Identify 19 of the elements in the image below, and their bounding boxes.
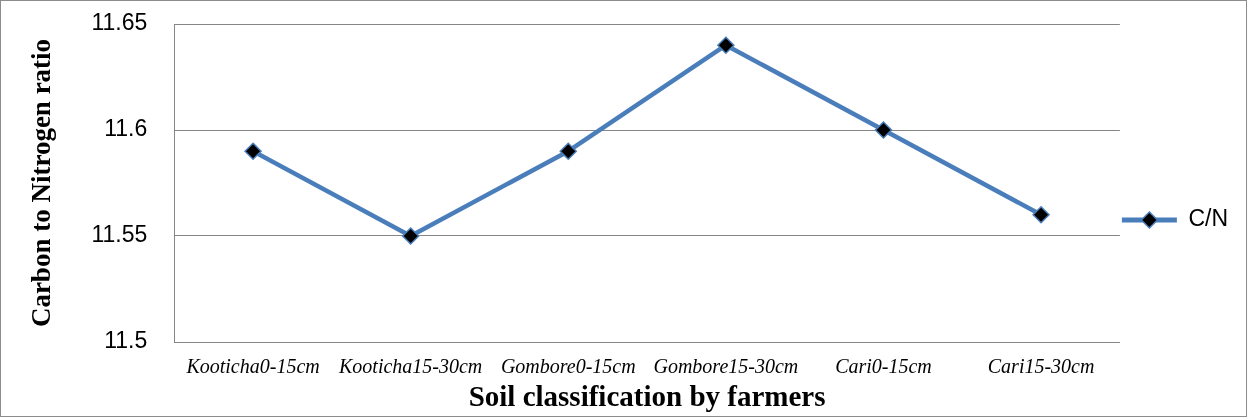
- point: [559, 142, 578, 160]
- legend-label: C/N: [1188, 205, 1229, 232]
- x-tick-label: Gombore0-15cm: [500, 355, 636, 378]
- x-tick-label: Cari15-30cm: [987, 355, 1095, 378]
- y-tick-label: 11.55: [91, 221, 148, 248]
- x-tick-label: Kooticha0-15cm: [185, 355, 320, 378]
- point: [1032, 206, 1050, 224]
- y-axis-title: Carbon to Nitrogen ratio: [26, 38, 57, 328]
- y-tick-label: 11.5: [104, 327, 148, 354]
- point: [717, 36, 735, 54]
- y-tick-label: 11.65: [91, 9, 148, 36]
- y-tick-label: 11.6: [104, 115, 148, 142]
- point: [244, 142, 262, 160]
- x-tick-label: Cari0-15cm: [835, 355, 932, 378]
- x-axis-title: Soil classification by farmers: [468, 380, 826, 413]
- point: [874, 121, 893, 139]
- x-tick-label: Gombore15-30cm: [653, 355, 799, 378]
- point: [401, 227, 420, 245]
- x-tick-label: Kooticha15-30cm: [338, 355, 483, 378]
